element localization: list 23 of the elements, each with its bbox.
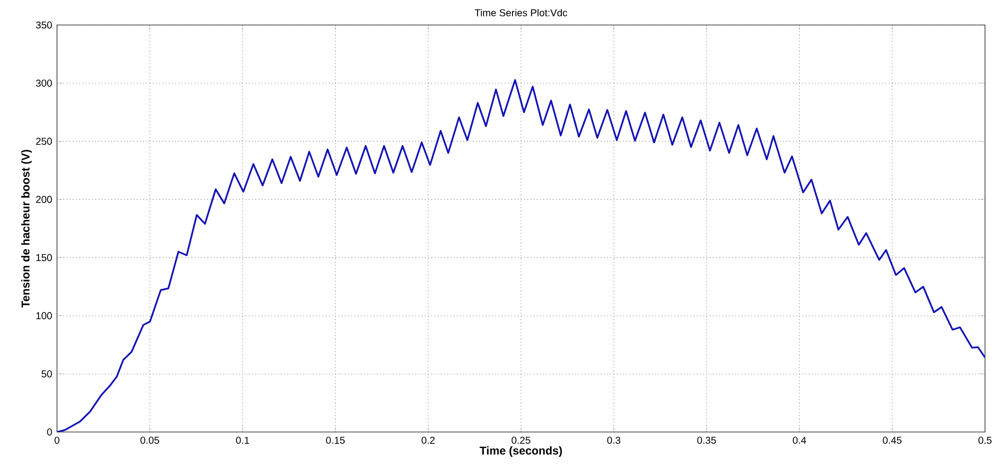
x-tick-label: 0.25 bbox=[512, 436, 530, 444]
x-tick-label: 0.1 bbox=[236, 436, 250, 444]
x-tick-label: 0.45 bbox=[882, 436, 902, 444]
x-tick-label: 0.4 bbox=[792, 436, 806, 444]
x-tick-label: 0.3 bbox=[607, 436, 620, 444]
y-tick-label: 0 bbox=[47, 428, 52, 436]
y-tick-label: 100 bbox=[36, 312, 52, 320]
y-tick-label: 150 bbox=[36, 254, 52, 262]
x-axis-title: Time (seconds) bbox=[480, 446, 562, 457]
x-tick-label: 0.15 bbox=[326, 436, 345, 444]
y-tick-label: 350 bbox=[36, 21, 52, 29]
x-tick-label: 0 bbox=[54, 436, 60, 444]
y-tick-label: 250 bbox=[36, 138, 52, 145]
y-tick-label: 300 bbox=[36, 80, 52, 87]
x-tick-label: 0.35 bbox=[697, 436, 716, 444]
line-series bbox=[57, 79, 986, 432]
x-tick-label: 0.2 bbox=[422, 436, 435, 444]
y-tick-label: 200 bbox=[36, 196, 52, 203]
chart-title: Time Series Plot:Vdc bbox=[474, 8, 568, 16]
x-tick-label: 0.5 bbox=[978, 436, 992, 444]
y-axis-title: Tension de hacheur boost (V) bbox=[21, 150, 32, 308]
x-tick-label: 0.05 bbox=[140, 436, 160, 444]
y-tick-label: 50 bbox=[42, 370, 52, 378]
